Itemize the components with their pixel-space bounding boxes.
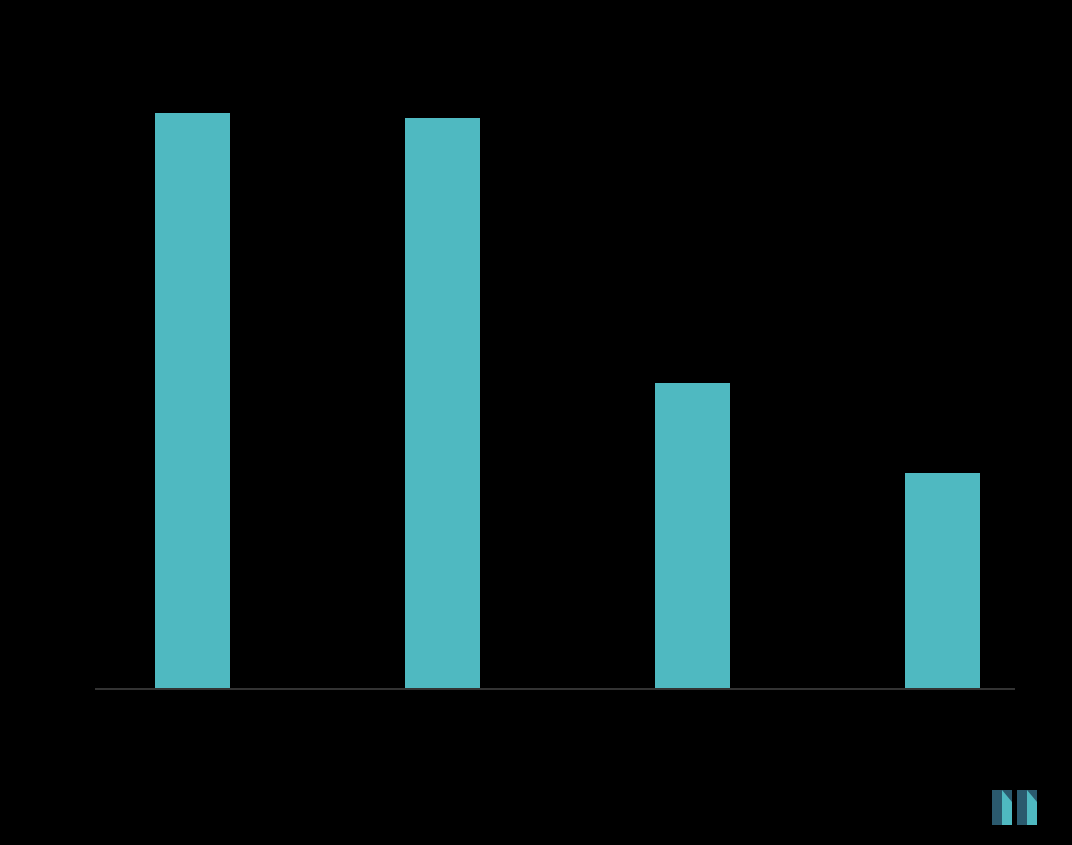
bar-0	[155, 113, 230, 688]
bar-2	[655, 383, 730, 688]
plot-area	[95, 60, 1015, 690]
bar-chart	[95, 60, 1015, 720]
bar-1	[405, 118, 480, 688]
x-axis	[95, 688, 1015, 690]
mi-logo-icon	[992, 790, 1042, 825]
bar-3	[905, 473, 980, 688]
